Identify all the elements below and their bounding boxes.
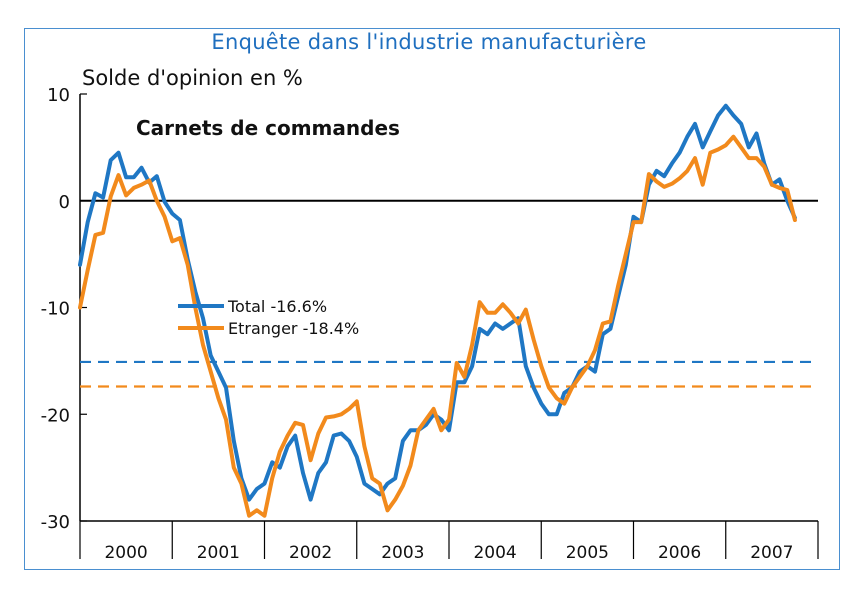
y-tick-label: 0: [59, 192, 70, 213]
x-tick-label: 2002: [289, 543, 332, 563]
x-tick-label: 2000: [104, 543, 147, 563]
legend-label-etranger: Etranger -18.4%: [228, 319, 359, 338]
chart-title: Enquête dans l'industrie manufacturière: [211, 30, 647, 54]
x-tick-label: 2006: [658, 543, 701, 563]
x-tick-label: 2001: [197, 543, 240, 563]
chart-frame: [24, 28, 840, 570]
chart-subtitle: Carnets de commandes: [136, 116, 400, 140]
legend-label-total: Total -16.6%: [227, 297, 327, 316]
x-tick-label: 2004: [473, 543, 516, 563]
x-tick-label: 2007: [750, 543, 793, 563]
series-line-total: [78, 103, 797, 502]
y-tick-label: -20: [41, 405, 70, 426]
y-tick-label: -10: [41, 299, 70, 320]
y-tick-label: 10: [47, 85, 70, 106]
y-tick-label: -30: [41, 512, 70, 533]
y-axis-label: Solde d'opinion en %: [82, 66, 303, 90]
x-tick-label: 2003: [381, 543, 424, 563]
x-tick-label: 2005: [566, 543, 609, 563]
